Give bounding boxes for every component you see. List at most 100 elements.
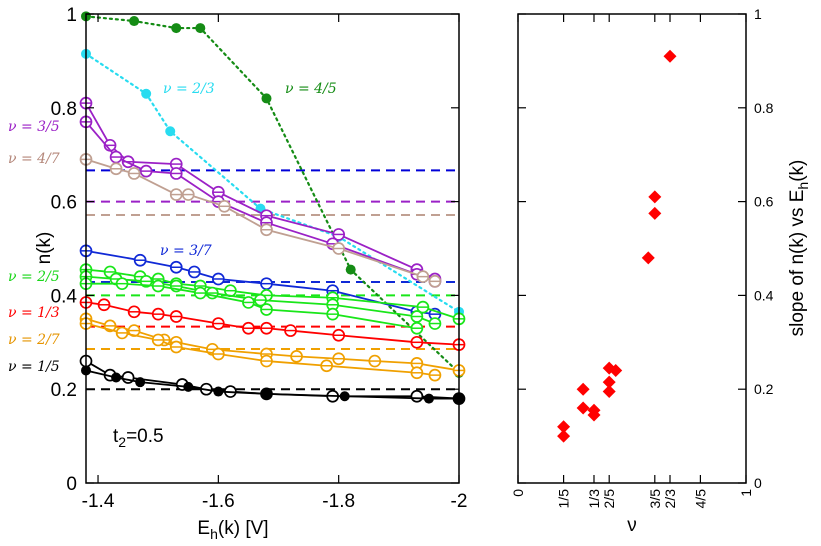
scatter-point [641, 251, 655, 265]
y-tick-label: 0 [754, 475, 762, 491]
x-tick-label: 4/5 [692, 489, 708, 509]
y-tick-label: 0.6 [51, 193, 77, 214]
y-tick-label: 0.8 [51, 99, 77, 120]
scatter-point [602, 385, 616, 399]
data-point [261, 93, 272, 104]
y-tick-label: 0.4 [51, 286, 78, 307]
data-point [368, 354, 382, 368]
data-point [169, 157, 183, 171]
nu-label: ν = 1/5 [8, 359, 60, 375]
data-point [410, 389, 424, 403]
nu-label: ν = 3/7 [160, 243, 212, 259]
scatter-point [557, 429, 571, 443]
x-tick-label: -2 [451, 491, 468, 512]
data-point [260, 223, 273, 237]
data-point [111, 372, 122, 383]
y-tick-label: 0.4 [754, 287, 774, 303]
data-point [428, 368, 442, 382]
nu-label: ν = 4/7 [8, 151, 60, 167]
data-point [326, 307, 340, 321]
data-point [260, 354, 273, 368]
right-y-axis-label: slope of n(k) vs Eh(k) [787, 160, 811, 337]
data-point [212, 185, 225, 199]
data-point [242, 321, 255, 335]
x-tick-label: -1.4 [82, 491, 115, 512]
data-point [115, 277, 129, 291]
data-point [139, 164, 153, 178]
nu-label: ν = 4/5 [285, 81, 337, 97]
data-point [332, 352, 346, 366]
nu-label: ν = 1/3 [8, 305, 60, 321]
data-point [151, 279, 165, 293]
data-point [109, 150, 123, 164]
data-point [169, 310, 183, 323]
data-point [212, 347, 225, 361]
y-tick-label: 1 [66, 5, 77, 26]
series-layer [79, 11, 466, 405]
left-x-axis-label: Eh(k) [V] [197, 518, 268, 542]
data-point [141, 88, 152, 99]
data-point [151, 333, 165, 347]
nu-labels: ν = 3/5 ν = 4/7 ν = 2/5 ν = 1/3 ν = 2/7 ν = 1… [8, 81, 337, 375]
data-point [261, 388, 272, 399]
data-point [410, 310, 424, 323]
y-tick-label: 0.8 [754, 100, 774, 116]
data-point [139, 274, 153, 288]
x-tick-label: -1.8 [322, 491, 355, 512]
scatter-point [576, 382, 590, 396]
data-point [416, 270, 430, 283]
data-point [135, 377, 146, 388]
data-point [183, 381, 194, 392]
scatter-point [609, 363, 623, 377]
x-tick-label: 3/5 [647, 489, 663, 509]
y-tick-label: 0.6 [754, 194, 774, 210]
data-point [428, 317, 442, 330]
left-chart: -1.4 -1.6 -1.8 -2 0 0.2 0.4 0.6 0.8 1 Eh(k) [V] n… [8, 5, 467, 542]
data-point [97, 298, 111, 312]
data-point [127, 305, 141, 319]
data-point [151, 307, 165, 321]
data-point [212, 317, 225, 330]
left-y-axis-label: n(k) [34, 232, 55, 265]
data-point [260, 303, 273, 316]
nu-label: ν = 2/5 [8, 269, 60, 285]
data-point [218, 199, 231, 213]
x-tick-label: 2/3 [662, 489, 678, 509]
data-point [169, 188, 183, 201]
nu-label: ν = 2/7 [8, 332, 60, 348]
data-point [345, 264, 356, 275]
left-plot-frame [85, 13, 460, 484]
y-tick-label: 1 [754, 6, 762, 22]
scatter-point [663, 49, 677, 63]
data-point [410, 335, 424, 349]
y-tick-label: 0 [66, 474, 77, 495]
scatter-point [576, 401, 590, 415]
series-line [84, 15, 461, 374]
data-point [416, 300, 430, 314]
x-tick-label: 0 [510, 489, 526, 497]
scatter-point [648, 206, 662, 220]
data-point [171, 23, 182, 34]
data-point [212, 272, 225, 286]
series-line [85, 102, 436, 280]
data-point [115, 326, 129, 340]
data-point [254, 293, 267, 307]
data-point [213, 386, 224, 397]
data-point [181, 188, 195, 201]
data-point [193, 286, 207, 300]
data-point [332, 228, 346, 241]
data-point [339, 391, 350, 402]
data-point [260, 277, 273, 291]
scatter-point [587, 403, 601, 417]
data-point [332, 242, 346, 255]
data-point [290, 350, 303, 363]
data-point [410, 366, 424, 380]
data-point [169, 167, 183, 180]
data-point [410, 321, 424, 335]
series-line [84, 52, 461, 313]
nu-label: ν = 3/5 [8, 119, 60, 135]
nu-label: ν = 2/3 [163, 81, 215, 97]
x-tick-label: 1 [738, 489, 754, 497]
x-tick-label: 1/5 [556, 489, 572, 509]
